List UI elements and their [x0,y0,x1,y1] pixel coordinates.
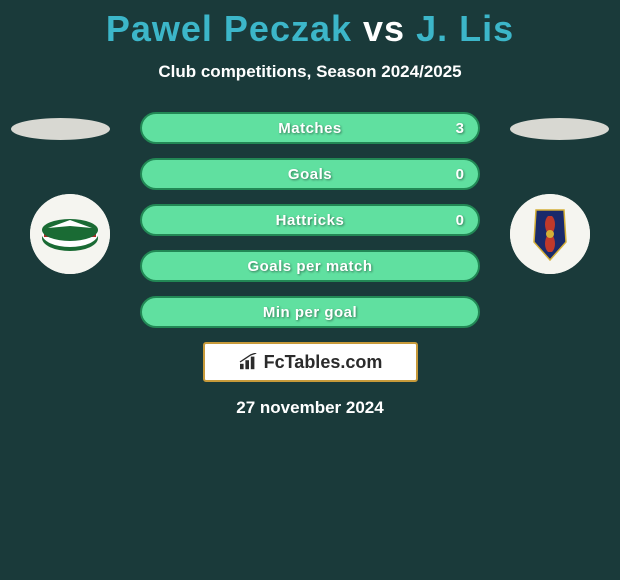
stat-pill-goals-per-match: Goals per match [140,250,480,282]
stat-value-right: 3 [456,120,464,137]
stat-row: Min per goal [0,296,620,328]
shadow-oval-right [510,118,609,140]
stat-pill-goals: Goals 0 [140,158,480,190]
shadow-oval-left [11,118,110,140]
stat-label: Matches [278,120,342,137]
stat-pill-hattricks: Hattricks 0 [140,204,480,236]
stats-area: Matches 3 Goals 0 Hattricks 0 Goals per … [0,112,620,328]
club-emblem-left [30,194,110,274]
stat-label: Goals per match [247,258,372,275]
stat-pill-matches: Matches 3 [140,112,480,144]
club-emblem-right [510,194,590,274]
source-site-name: FcTables.com [264,352,383,373]
source-logo-box: FcTables.com [203,342,418,382]
stat-value-right: 0 [456,212,464,229]
player2-name: J. Lis [416,8,514,49]
stat-row: Goals 0 [0,158,620,190]
stat-pill-min-per-goal: Min per goal [140,296,480,328]
player1-name: Pawel Peczak [106,8,352,49]
stat-label: Goals [288,166,332,183]
subtitle: Club competitions, Season 2024/2025 [0,62,620,82]
vs-label: vs [363,8,405,49]
stat-label: Hattricks [276,212,345,229]
infographic-container: Pawel Peczak vs J. Lis Club competitions… [0,0,620,418]
comparison-title: Pawel Peczak vs J. Lis [0,8,620,50]
bar-chart-icon [238,353,260,371]
crest-right-icon [510,194,590,274]
date-label: 27 november 2024 [0,398,620,418]
stat-value-right: 0 [456,166,464,183]
crest-left-icon [30,194,110,274]
stat-label: Min per goal [263,304,357,321]
